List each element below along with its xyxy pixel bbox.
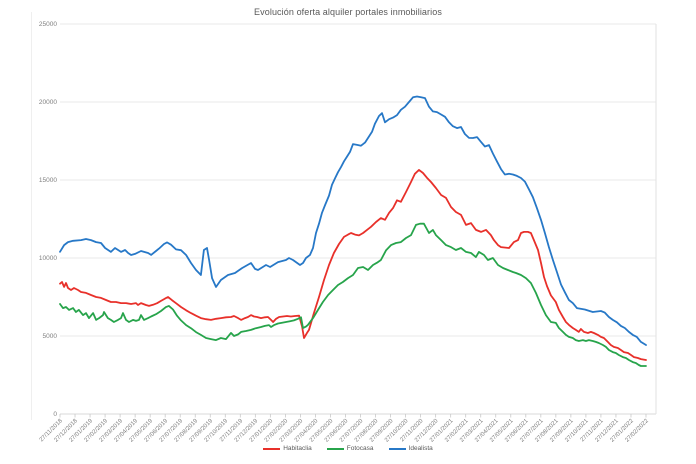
legend-swatch-habitaclia <box>263 447 281 450</box>
y-axis-label: 20000 <box>39 99 57 106</box>
legend-item-idealista: Idealista <box>388 445 433 452</box>
y-axis-label: 0 <box>53 411 57 418</box>
legend-label: Habitaclia <box>283 445 312 452</box>
y-axis-label: 5000 <box>43 333 58 340</box>
chart-title: Evolución oferta alquiler portales inmob… <box>254 7 442 17</box>
series-line-idealista <box>59 95 647 346</box>
legend-label: Idealista <box>408 445 433 452</box>
legend-label: Fotocasa <box>346 445 374 452</box>
y-axis-label: 10000 <box>39 255 57 262</box>
series-line-habitaclia <box>59 169 647 361</box>
legend-item-habitaclia: Habitaclia <box>263 445 312 452</box>
legend-swatch-fotocasa <box>326 447 344 450</box>
y-axis-label: 15000 <box>39 177 57 184</box>
series-line-fotocasa <box>59 222 647 367</box>
y-axis-label: 25000 <box>39 21 57 28</box>
chart-legend: Habitaclia Fotocasa Idealista <box>0 445 696 452</box>
legend-item-fotocasa: Fotocasa <box>326 445 374 452</box>
legend-swatch-idealista <box>388 447 406 450</box>
